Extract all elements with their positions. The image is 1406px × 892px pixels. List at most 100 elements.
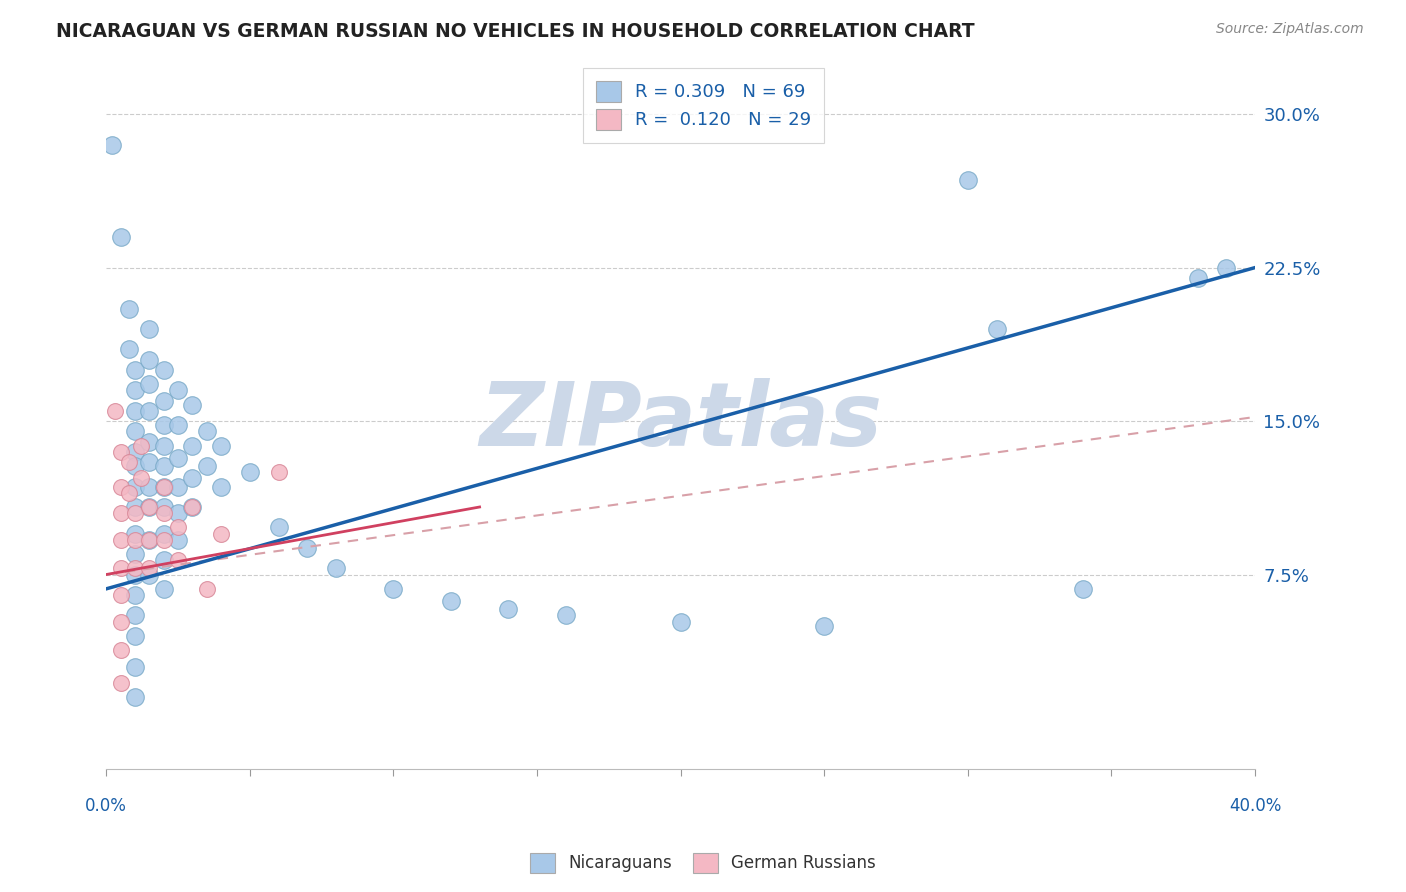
Point [124,588,146,602]
Point [209,439,232,453]
Point [110,676,132,690]
Point [129,439,152,453]
Point [167,533,190,547]
Point [124,659,146,673]
Point [138,404,160,418]
Point [152,500,174,514]
Point [181,500,204,514]
Point [110,643,132,657]
Text: ZIPatlas: ZIPatlas [479,377,882,465]
Point [267,465,290,479]
Point [986,322,1008,336]
Point [152,459,174,474]
Y-axis label: No Vehicles in Household: No Vehicles in Household [0,317,8,526]
Point [167,418,190,433]
Point [152,363,174,377]
Point [813,618,835,632]
Point [554,608,576,623]
Point [195,582,218,596]
Point [1187,270,1209,285]
Point [110,615,132,629]
Point [118,343,141,357]
Point [124,363,146,377]
Point [124,479,146,493]
Text: 40.0%: 40.0% [1229,797,1281,814]
Point [138,377,160,392]
Point [440,594,463,608]
Point [110,479,132,493]
Point [124,506,146,520]
Point [325,561,347,575]
Point [124,404,146,418]
Point [124,547,146,561]
Point [669,615,692,629]
Point [118,485,141,500]
Point [101,137,124,152]
Point [152,393,174,408]
Point [129,471,152,485]
Point [138,533,160,547]
Point [138,567,160,582]
Point [124,561,146,575]
Point [138,322,160,336]
Point [181,471,204,485]
Point [152,553,174,567]
Point [118,301,141,316]
Point [152,582,174,596]
Point [167,450,190,465]
Point [152,526,174,541]
Point [152,418,174,433]
Point [110,506,132,520]
Point [956,172,979,186]
Point [209,479,232,493]
Point [110,230,132,244]
Point [110,588,132,602]
Point [167,479,190,493]
Point [239,465,262,479]
Point [181,439,204,453]
Point [181,500,204,514]
Point [124,629,146,643]
Point [209,526,232,541]
Point [152,439,174,453]
Point [1215,260,1237,275]
Point [124,690,146,705]
Point [195,425,218,439]
Point [167,384,190,398]
Point [110,533,132,547]
Point [124,384,146,398]
Point [195,459,218,474]
Point [124,500,146,514]
Point [118,455,141,469]
Point [152,479,174,493]
Point [382,582,405,596]
Point [138,533,160,547]
Point [152,506,174,520]
Point [138,500,160,514]
Point [124,444,146,458]
Point [138,455,160,469]
Point [181,398,204,412]
Point [152,533,174,547]
Point [267,520,290,534]
Text: 0.0%: 0.0% [86,797,127,814]
Point [138,500,160,514]
Point [138,561,160,575]
Text: NICARAGUAN VS GERMAN RUSSIAN NO VEHICLES IN HOUSEHOLD CORRELATION CHART: NICARAGUAN VS GERMAN RUSSIAN NO VEHICLES… [56,22,974,41]
Point [138,434,160,449]
Point [124,425,146,439]
Point [124,459,146,474]
Point [138,479,160,493]
Point [124,567,146,582]
Point [1071,582,1094,596]
Point [124,526,146,541]
Point [110,444,132,458]
Point [124,533,146,547]
Point [297,541,319,555]
Legend: R = 0.309   N = 69, R =  0.120   N = 29: R = 0.309 N = 69, R = 0.120 N = 29 [583,69,824,143]
Point [138,352,160,367]
Point [498,602,520,616]
Point [167,520,190,534]
Point [152,479,174,493]
Point [167,506,190,520]
